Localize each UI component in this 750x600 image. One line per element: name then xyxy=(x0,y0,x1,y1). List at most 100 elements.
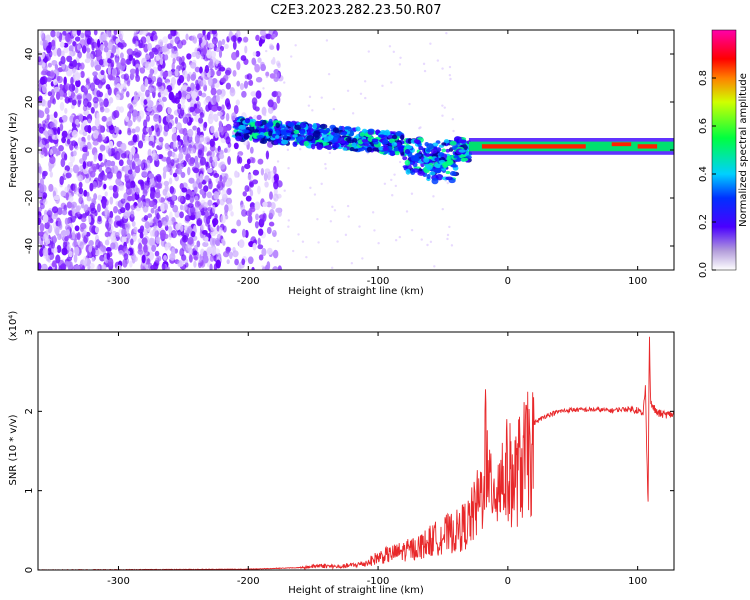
heatmap-noise-cell xyxy=(59,41,65,48)
heatmap-noise-cell xyxy=(243,80,249,89)
heatmap-noise-cell xyxy=(96,265,101,270)
heatmap-noise-cell xyxy=(242,191,247,197)
heatmap-noise-cell xyxy=(266,261,271,270)
heatmap-noise-cell xyxy=(129,72,135,81)
heatmap-noise-cell xyxy=(189,205,195,215)
heatmap-noise-cell xyxy=(94,210,98,217)
heatmap-noise-cell xyxy=(97,194,103,201)
heatmap-noise-cell xyxy=(177,158,185,164)
heatmap-noise-cell xyxy=(200,92,207,98)
heatmap-noise-cell xyxy=(257,185,261,195)
heatmap-noise-cell xyxy=(268,221,275,227)
heatmap-noise-cell xyxy=(174,154,178,161)
heatmap-noise-cell xyxy=(182,116,189,124)
heatmap-noise-cell xyxy=(144,221,150,229)
heatmap-noise-cell xyxy=(196,240,201,248)
heatmap-noise-cell xyxy=(177,195,184,203)
heatmap-noise-cell xyxy=(68,251,73,258)
heatmap-noise-cell xyxy=(51,39,56,47)
heatmap-band-cell xyxy=(241,129,249,134)
heatmap-noise-cell xyxy=(204,161,209,168)
heatmap-noise-cell xyxy=(119,106,124,113)
heatmap-band-cell xyxy=(299,129,305,136)
heatmap-noise-cell xyxy=(131,161,136,170)
heatmap-noise-cell xyxy=(152,149,156,157)
heatmap-noise-cell xyxy=(128,53,134,61)
heatmap-noise-cell xyxy=(225,136,231,145)
heatmap-speck xyxy=(311,109,314,112)
heatmap-noise-cell xyxy=(167,150,173,157)
heatmap-noise-cell xyxy=(180,97,186,105)
heatmap-noise-cell xyxy=(97,80,103,89)
heatmap-noise-cell xyxy=(104,30,111,38)
heatmap-noise-cell xyxy=(59,175,64,186)
heatmap-noise-cell xyxy=(223,250,230,258)
heatmap-noise-cell xyxy=(60,158,66,168)
heatmap-noise-cell xyxy=(163,233,169,240)
heatmap-noise-cell xyxy=(149,179,156,188)
heatmap-noise-cell xyxy=(212,204,216,214)
heatmap-noise-cell xyxy=(66,55,73,63)
heatmap-speck xyxy=(320,96,323,99)
heatmap-noise-cell xyxy=(115,127,120,134)
heatmap-noise-cell xyxy=(187,166,191,176)
heatmap-noise-cell xyxy=(124,222,131,231)
heatmap-noise-cell xyxy=(206,167,213,174)
heatmap-noise-cell xyxy=(182,127,188,136)
heatmap-noise-cell xyxy=(61,209,68,216)
heatmap-noise-cell xyxy=(244,45,248,54)
heatmap-y-tick-label: -40 xyxy=(24,238,35,254)
heatmap-band-cell xyxy=(418,145,424,151)
heatmap-noise-cell xyxy=(216,89,223,96)
heatmap-noise-cell xyxy=(179,248,185,257)
heatmap-speck xyxy=(283,189,286,192)
heatmap-band-cell xyxy=(303,140,309,147)
heatmap-speck xyxy=(394,238,398,242)
heatmap-noise-cell xyxy=(129,260,133,268)
heatmap-x-ticks: -300 -200 -100 0 100 xyxy=(107,30,647,287)
heatmap-noise-cell xyxy=(272,266,279,270)
heatmap-noise-cell xyxy=(99,34,104,43)
heatmap-noise-cell xyxy=(191,35,197,43)
heatmap-speck xyxy=(262,210,265,214)
colorbar-tick-label: 0.0 xyxy=(698,262,709,278)
heatmap-noise-cell xyxy=(67,260,73,270)
heatmap-noise-cell xyxy=(87,118,92,124)
heatmap-noise-cell xyxy=(232,246,236,253)
heatmap-noise-cell xyxy=(244,163,251,170)
heatmap-noise-cell xyxy=(236,80,241,87)
heatmap-noise-cell xyxy=(210,149,215,158)
heatmap-band-cell xyxy=(405,168,411,175)
heatmap-noise-cell xyxy=(83,234,89,244)
heatmap-band-cell xyxy=(275,122,280,129)
heatmap-noise-cell xyxy=(51,262,56,268)
heatmap-noise-cell xyxy=(194,107,201,114)
heatmap-noise-cell xyxy=(108,140,114,149)
heatmap-noise-cell xyxy=(84,177,90,184)
heatmap-band-cell xyxy=(449,140,457,146)
heatmap-band-cell xyxy=(337,137,346,144)
heatmap-noise-cell xyxy=(196,201,201,207)
heatmap-noise-cell xyxy=(258,39,263,47)
heatmap-noise-cell xyxy=(84,125,91,133)
heatmap-noise-cell xyxy=(228,251,233,260)
heatmap-speck xyxy=(309,186,312,190)
heatmap-noise-cell xyxy=(198,90,203,97)
heatmap-noise-cell xyxy=(267,99,274,108)
heatmap-noise-cell xyxy=(38,191,44,200)
heatmap-noise-cell xyxy=(109,210,114,219)
heatmap-speck xyxy=(393,173,396,176)
heatmap-speck xyxy=(320,182,323,186)
heatmap-band-cell xyxy=(378,146,384,151)
heatmap-noise-cell xyxy=(187,237,194,245)
heatmap-noise-cell xyxy=(215,59,220,65)
heatmap-noise-cell xyxy=(57,233,62,241)
heatmap-noise-cell xyxy=(240,204,246,211)
heatmap-noise-cell xyxy=(176,39,184,49)
snr-multiplier-label: (x10⁴) xyxy=(8,311,19,342)
heatmap-noise-cell xyxy=(74,86,79,94)
heatmap-noise-cell xyxy=(104,107,110,113)
heatmap-noise-cell xyxy=(56,207,63,216)
heatmap-band-cell xyxy=(342,147,348,151)
heatmap-noise-cell xyxy=(156,212,160,220)
